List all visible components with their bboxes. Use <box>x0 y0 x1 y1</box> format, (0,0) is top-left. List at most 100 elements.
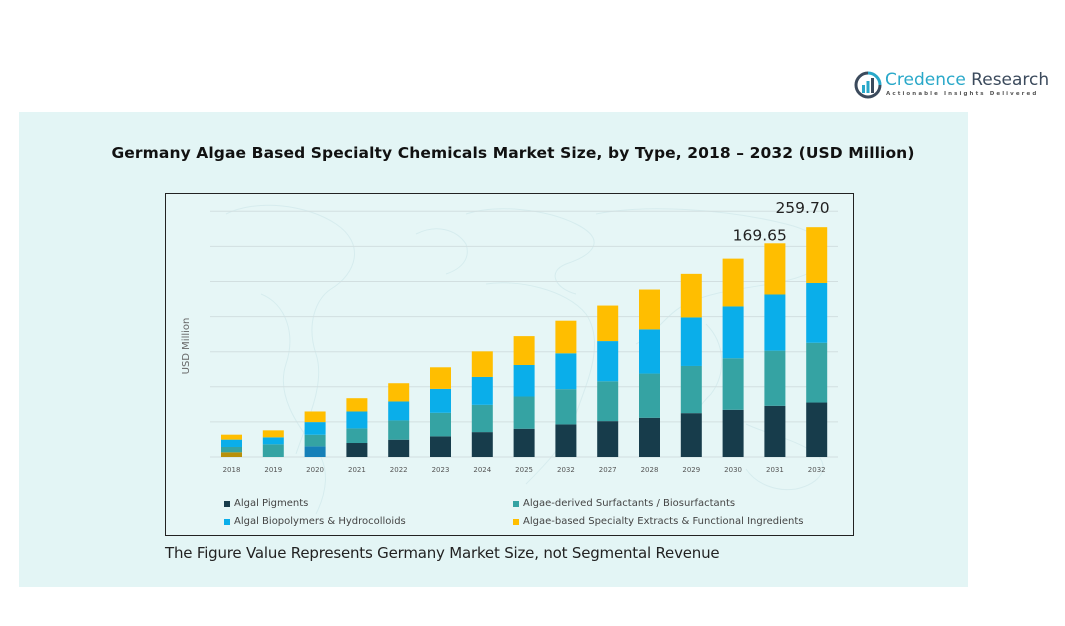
bar-stack-2028 <box>639 289 660 457</box>
x-tick-label: 2027 <box>599 466 617 474</box>
bar-segment-surfactants <box>221 446 242 453</box>
x-tick-label: 2021 <box>348 466 366 474</box>
x-tick-label: 2032 <box>808 466 826 474</box>
bar-segment-surfactants <box>513 396 535 429</box>
brand-tagline: Actionable Insights Delivered <box>886 91 1039 97</box>
bar-segment-extracts <box>639 289 660 330</box>
x-tick-label: 2029 <box>682 466 700 474</box>
legend-swatch <box>513 518 519 525</box>
chart-frame: 2018 2019 2020 2021 2022 2023 2024 2025 2032 2027… <box>165 193 854 536</box>
bar-segment-extracts <box>304 411 326 423</box>
x-tick-label: 2023 <box>432 466 450 474</box>
bar-segment-extracts <box>346 398 368 412</box>
bar-stack-2018 <box>221 434 242 457</box>
bar-segment-algal-pigments <box>430 436 451 457</box>
legend-label: Algae-based Specialty Extracts & Functio… <box>523 516 804 527</box>
stacked-bar-chart: 2018 2019 2020 2021 2022 2023 2024 2025 2032 2027… <box>181 199 838 515</box>
bar-segment-biopolymers <box>764 294 786 351</box>
bar-segment-algal-pigments <box>304 446 326 457</box>
x-tick-label: 2019 <box>264 466 282 474</box>
bar-segment-algal-pigments <box>555 424 577 457</box>
bar-segment-surfactants <box>597 381 619 422</box>
bar-segment-biopolymers <box>680 317 702 366</box>
legend-swatch <box>513 500 519 507</box>
x-tick-label: 2030 <box>724 466 742 474</box>
bar-segment-algal-pigments <box>346 443 368 457</box>
legend-label: Algal Biopolymers & Hydrocolloids <box>234 516 406 527</box>
bar-segment-algal-pigments <box>221 452 242 457</box>
bar-segment-extracts <box>722 258 744 307</box>
chart-title: Germany Algae Based Specialty Chemicals … <box>111 144 915 162</box>
footnote: The Figure Value Represents Germany Mark… <box>165 544 720 562</box>
bar-segment-surfactants <box>346 428 368 444</box>
bar-segment-algal-pigments <box>513 428 535 457</box>
bar-segment-biopolymers <box>513 364 535 397</box>
bar-stack-2023 <box>430 367 451 457</box>
bar-segment-extracts <box>806 227 828 283</box>
bar-segment-biopolymers <box>346 411 368 429</box>
brand-name: Credence Research <box>885 70 1049 90</box>
bar-segment-extracts <box>597 305 619 342</box>
bar-segment-algal-pigments <box>806 402 828 457</box>
legend-label: Algae-derived Surfactants / Biosurfactan… <box>523 498 736 509</box>
bar-segment-algal-pigments <box>764 405 786 457</box>
bar-segment-surfactants <box>388 420 410 440</box>
bar-segment-surfactants <box>764 350 786 406</box>
legend-item-surfactants: Algae-derived Surfactants / Biosurfactan… <box>513 498 735 509</box>
bar-segment-extracts <box>471 351 493 377</box>
bar-stack-2025 <box>513 336 535 457</box>
legend-swatch <box>224 500 230 507</box>
bar-stack-2032 <box>806 227 828 457</box>
credence-research-logo: Credence Research Actionable Insights De… <box>852 68 1049 104</box>
legend-label: Algal Pigments <box>234 498 309 509</box>
bar-segment-biopolymers <box>304 422 326 435</box>
bar-chart-logo-icon <box>854 71 882 99</box>
bar-segment-surfactants <box>262 444 284 457</box>
legend-item-extracts: Algae-based Specialty Extracts & Functio… <box>513 516 804 527</box>
bar-segment-biopolymers <box>388 401 410 421</box>
bar-segment-algal-pigments <box>388 439 410 457</box>
data-label-total: 169.65 <box>733 226 787 244</box>
bar-stack-2022 <box>388 383 410 457</box>
bar-stack-2021 <box>346 398 368 457</box>
x-tick-label: 2018 <box>223 466 241 474</box>
chart-legend: Algal Pigments Algae-derived Surfactants… <box>205 495 825 535</box>
bar-segment-algal-pigments <box>597 421 619 457</box>
bar-segment-biopolymers <box>555 353 577 390</box>
bar-segment-extracts <box>555 320 577 354</box>
bar-segment-surfactants <box>304 434 326 447</box>
bar-segment-algal-pigments <box>639 417 660 457</box>
bar-segment-surfactants <box>806 342 828 403</box>
bar-segment-extracts <box>680 273 702 318</box>
bar-stack-2024 <box>471 351 493 457</box>
bar-segment-algal-pigments <box>722 409 744 457</box>
bar-segment-extracts <box>430 367 451 389</box>
bar-stack-2030 <box>722 258 744 457</box>
bar-segment-biopolymers <box>806 282 828 343</box>
x-tick-label: 2022 <box>390 466 408 474</box>
y-axis-label: USD Million <box>181 318 192 375</box>
bar-segment-algal-pigments <box>471 432 493 457</box>
bar-segment-surfactants <box>430 412 451 437</box>
x-tick-label: 2031 <box>766 466 784 474</box>
legend-item-biopolymers: Algal Biopolymers & Hydrocolloids <box>224 516 406 527</box>
chart-panel: Germany Algae Based Specialty Chemicals … <box>19 112 968 587</box>
bar-segment-biopolymers <box>639 329 660 374</box>
bar-stack-2027 <box>597 305 619 457</box>
bar-stack-2031 <box>764 243 786 457</box>
bar-segment-extracts <box>262 430 284 438</box>
bar-segment-biopolymers <box>221 439 242 447</box>
bar-segment-biopolymers <box>597 341 619 382</box>
bar-segment-surfactants <box>722 358 744 410</box>
bar-segment-biopolymers <box>430 388 451 413</box>
bar-segment-biopolymers <box>262 437 284 445</box>
bar-stack-2020 <box>304 411 326 457</box>
bar-segment-extracts <box>764 243 786 295</box>
x-tick-label: 2025 <box>515 466 533 474</box>
x-tick-label: 2032 <box>557 466 575 474</box>
brand-name-part1: Credence <box>885 70 966 90</box>
bar-stack-2029 <box>680 273 702 457</box>
bar-segment-biopolymers <box>722 306 744 359</box>
bar-segment-biopolymers <box>471 376 493 405</box>
x-tick-label: 2028 <box>641 466 659 474</box>
